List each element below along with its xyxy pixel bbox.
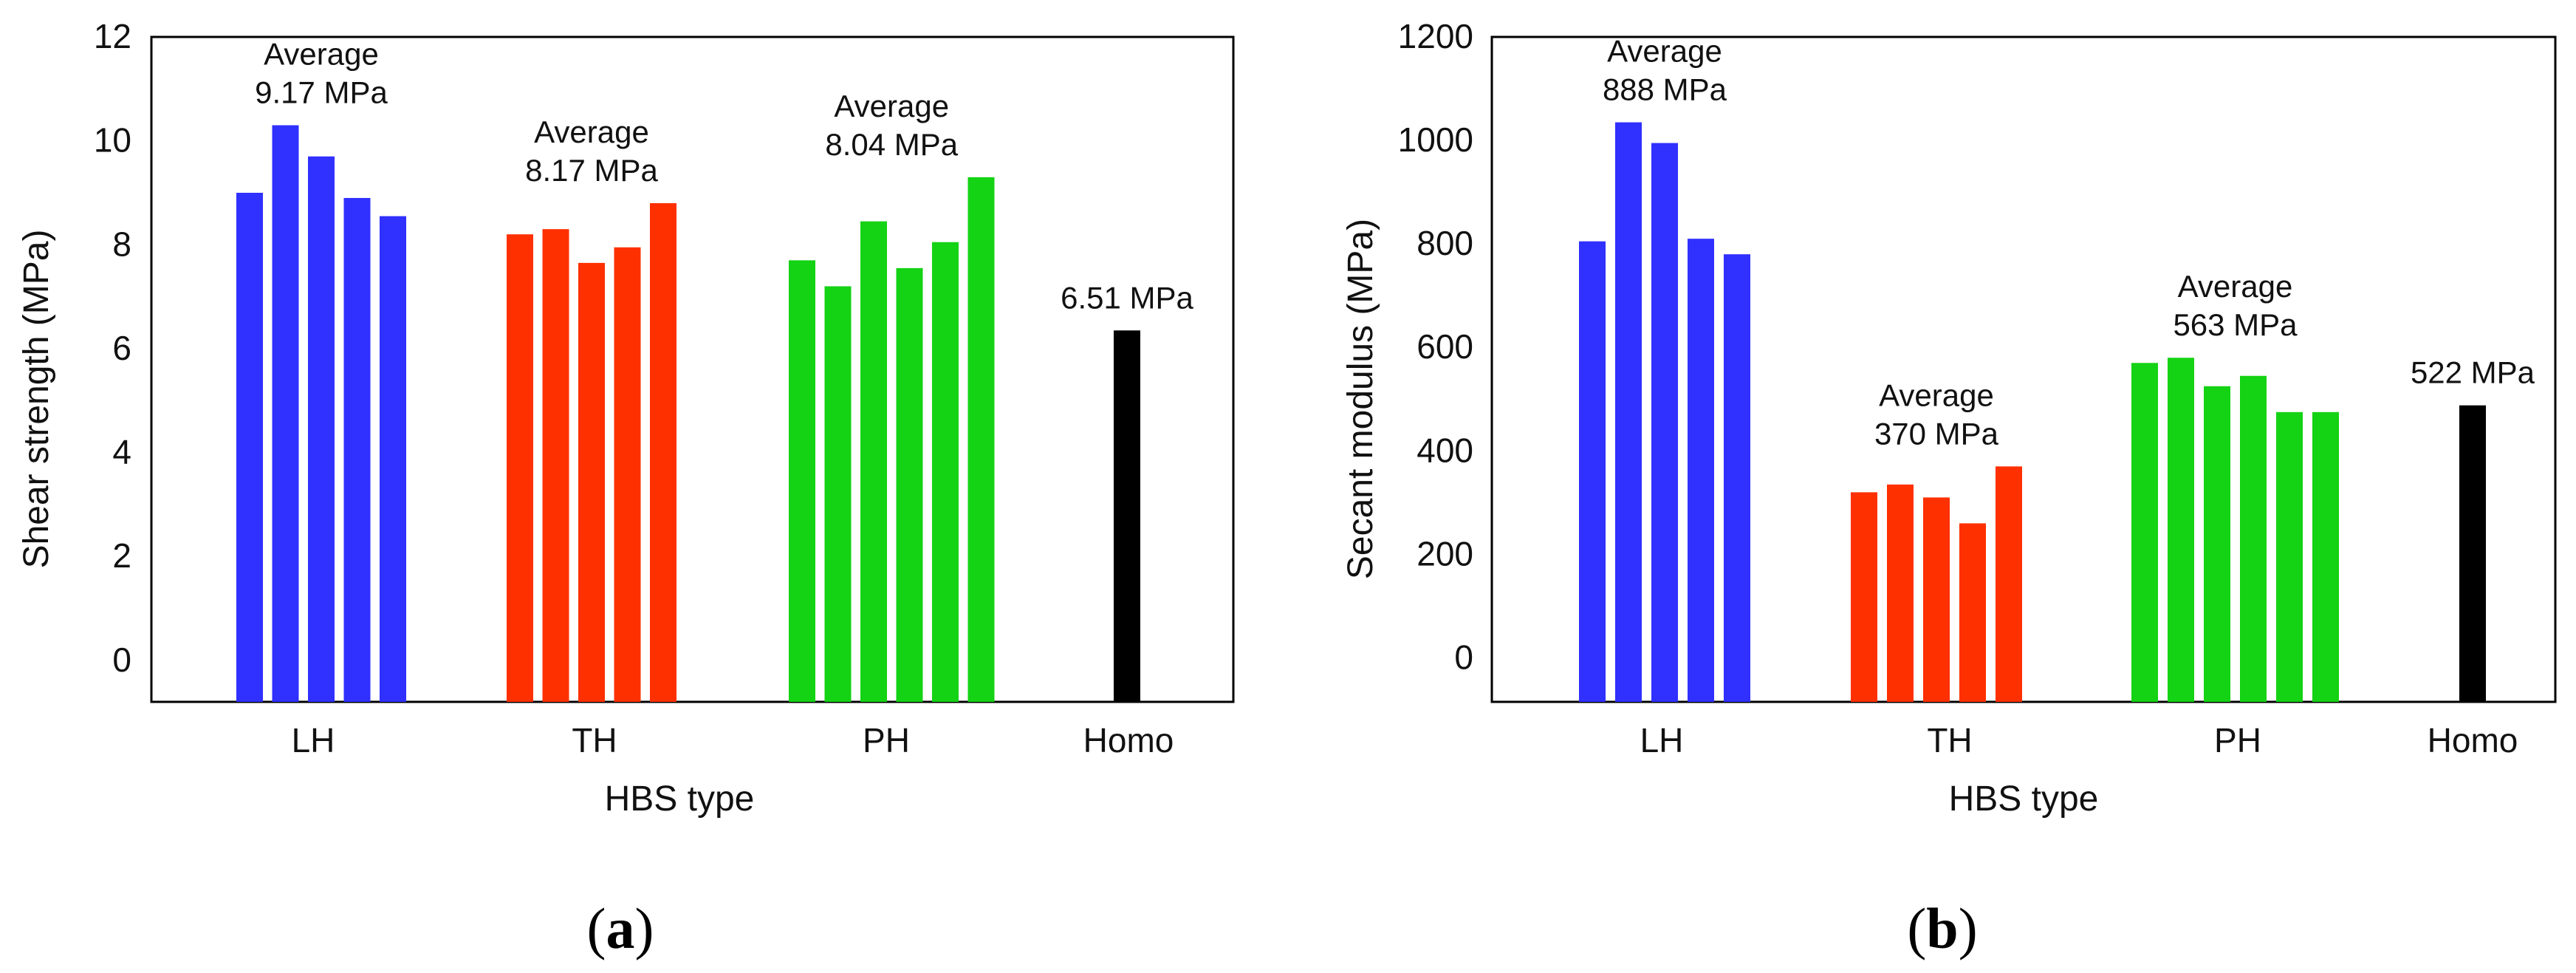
annotation-value-ph: 563 MPa bbox=[2173, 307, 2298, 342]
bar-th bbox=[507, 234, 533, 702]
bar-homo bbox=[1114, 330, 1140, 702]
bar-ph bbox=[2168, 358, 2194, 702]
x-tick-homo-b: Homo bbox=[2428, 721, 2518, 759]
annotation-average-lh: Average bbox=[1607, 34, 1722, 69]
bar-lh bbox=[236, 192, 263, 702]
x-tick-th-a: TH bbox=[572, 721, 617, 759]
y-tick-label: 200 bbox=[1417, 534, 1473, 573]
bars-a bbox=[236, 125, 1140, 702]
y-axis-title-b: Secant modulus (MPa) bbox=[1341, 219, 1380, 579]
bar-th bbox=[1887, 484, 1914, 702]
bar-ph bbox=[896, 267, 923, 702]
x-axis-title-b: HBS type bbox=[1949, 779, 2099, 819]
y-tick-labels-b: 0 200 400 600 800 1000 1200 bbox=[1398, 17, 1473, 676]
annotation-average-th: Average bbox=[1879, 378, 1994, 412]
bar-ph bbox=[932, 242, 959, 702]
annotation-average-ph: Average bbox=[834, 89, 949, 123]
bar-th bbox=[1996, 466, 2022, 702]
x-tick-ph-a: PH bbox=[863, 721, 910, 759]
bar-homo bbox=[2459, 405, 2486, 702]
y-tick-label: 800 bbox=[1417, 224, 1473, 262]
bar-lh bbox=[1724, 254, 1750, 702]
x-tick-homo-a: Homo bbox=[1083, 721, 1174, 759]
bar-lh bbox=[380, 216, 406, 702]
x-axis-title-a: HBS type bbox=[605, 779, 755, 819]
bar-lh bbox=[343, 197, 371, 702]
bar-lh bbox=[1651, 143, 1678, 702]
bar-ph bbox=[789, 260, 815, 702]
plot-frame-a bbox=[150, 35, 1235, 703]
y-tick-label: 1000 bbox=[1398, 120, 1473, 159]
y-axis-title-a: Shear strength (MPa) bbox=[17, 230, 56, 569]
bar-th bbox=[1851, 492, 1877, 702]
y-tick-label: 400 bbox=[1417, 431, 1473, 469]
bar-th bbox=[542, 229, 569, 702]
x-tick-lh-a: LH bbox=[292, 721, 335, 759]
y-tick-label: 1200 bbox=[1398, 17, 1473, 55]
annotation-value-homo: 522 MPa bbox=[2411, 355, 2535, 390]
bar-ph bbox=[860, 221, 887, 702]
bar-ph bbox=[2131, 363, 2158, 702]
bar-ph bbox=[2240, 375, 2267, 702]
caption-b: (b) bbox=[1907, 896, 1977, 960]
y-tick-label: 8 bbox=[112, 225, 131, 263]
x-tick-ph-b: PH bbox=[2214, 721, 2261, 759]
y-tick-labels-a: 0 2 4 6 8 10 12 bbox=[94, 17, 131, 679]
x-tick-lh-b: LH bbox=[1640, 721, 1684, 759]
bar-th bbox=[1923, 497, 1950, 702]
annotation-value-homo: 6.51 MPa bbox=[1061, 280, 1193, 315]
annotation-value-lh: 9.17 MPa bbox=[255, 75, 388, 110]
bar-ph bbox=[2312, 412, 2339, 702]
bar-ph bbox=[2204, 386, 2230, 702]
bar-ph bbox=[2276, 412, 2303, 702]
bar-lh bbox=[308, 156, 335, 702]
annotation-average-ph: Average bbox=[2178, 269, 2293, 304]
annotation-value-th: 370 MPa bbox=[1874, 416, 1999, 451]
bar-th bbox=[1959, 523, 1986, 702]
plot-frame-b bbox=[1490, 35, 2557, 703]
bar-ph bbox=[824, 286, 852, 702]
bar-lh bbox=[272, 125, 299, 702]
y-tick-label: 600 bbox=[1417, 327, 1473, 366]
bar-th bbox=[578, 262, 605, 702]
annotation-value-lh: 888 MPa bbox=[1603, 72, 1727, 107]
annotation-value-th: 8.17 MPa bbox=[525, 153, 658, 188]
annotation-average-lh: Average bbox=[264, 37, 379, 72]
bar-ph bbox=[967, 177, 995, 702]
annotation-average-th: Average bbox=[534, 115, 649, 149]
bar-lh bbox=[1579, 241, 1606, 702]
annotation-value-ph: 8.04 MPa bbox=[825, 127, 958, 162]
bar-lh bbox=[1615, 122, 1642, 702]
bar-th bbox=[614, 247, 641, 702]
bar-th bbox=[650, 203, 676, 702]
y-tick-label: 0 bbox=[112, 641, 131, 679]
bars-b bbox=[1579, 122, 2486, 703]
bar-lh bbox=[1688, 239, 1714, 703]
y-tick-label: 12 bbox=[94, 17, 131, 55]
caption-a: (a) bbox=[587, 896, 654, 960]
y-tick-label: 10 bbox=[94, 121, 131, 160]
x-tick-th-b: TH bbox=[1927, 721, 1972, 759]
y-tick-label: 4 bbox=[112, 433, 131, 471]
y-tick-label: 0 bbox=[1454, 638, 1473, 676]
y-tick-label: 6 bbox=[112, 329, 131, 367]
y-tick-label: 2 bbox=[112, 536, 131, 575]
